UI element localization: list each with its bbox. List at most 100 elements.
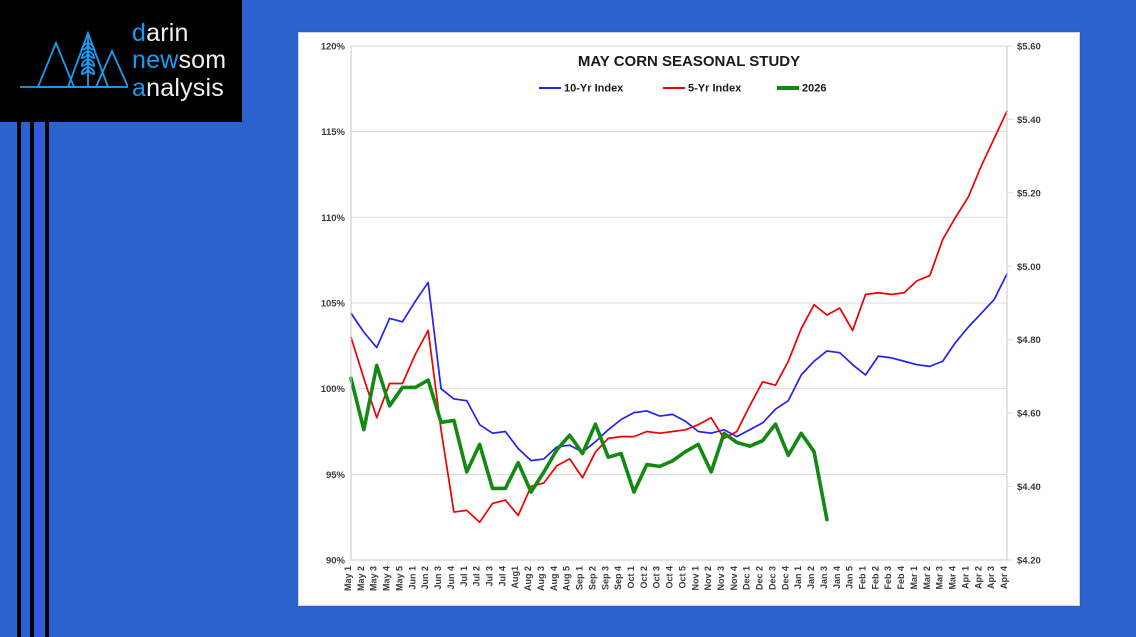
right-axis-tick-0: $4.20 bbox=[1017, 556, 1041, 567]
seasonal-study-chart: 90% 95% 100% 105% 110% 115% 120% $4.20 $4.40 $4.… bbox=[299, 33, 1079, 605]
left-axis-tick-105: 105% bbox=[321, 299, 346, 310]
x-tick-38: Jan 4 bbox=[832, 566, 842, 589]
x-tick-32: Dec 2 bbox=[755, 566, 765, 590]
series-line-2026 bbox=[349, 363, 829, 522]
x-tick-24: Oct 3 bbox=[652, 566, 662, 589]
right-axis-tick-1: $4.40 bbox=[1017, 482, 1041, 493]
right-axis-tick-7: $5.60 bbox=[1017, 42, 1041, 53]
x-tick-5: Jun 1 bbox=[407, 566, 417, 590]
right-axis-tick-5: $5.20 bbox=[1017, 188, 1041, 199]
brand-line-1-rest: arin bbox=[146, 18, 189, 47]
right-axis-tick-4: $5.00 bbox=[1017, 262, 1041, 273]
x-tick-50: Apr 3 bbox=[986, 566, 996, 589]
chart-svg: 90%95%100%105%110%115%120% $4.20$4.40$4.… bbox=[321, 42, 1041, 592]
x-tick-51: Apr 4 bbox=[999, 566, 1009, 589]
x-tick-26: Oct 5 bbox=[677, 566, 687, 589]
brand-logo: darin newsom analysis bbox=[0, 0, 242, 122]
series-lines bbox=[349, 110, 1008, 524]
chart-legend[interactable]: 10-Yr Index 5-Yr Index 2026 bbox=[539, 83, 826, 95]
x-tick-37: Jan 3 bbox=[819, 566, 829, 589]
x-tick-44: Mar 1 bbox=[909, 566, 919, 590]
x-tick-36: Jan 2 bbox=[806, 566, 816, 589]
x-tick-22: Oct 1 bbox=[626, 566, 636, 589]
x-tick-8: Jun 4 bbox=[446, 566, 456, 590]
stripe-1 bbox=[30, 0, 34, 637]
brand-wordmark: darin newsom analysis bbox=[132, 18, 226, 103]
x-tick-16: Aug 4 bbox=[549, 566, 559, 591]
series-line-5-yr-index bbox=[350, 110, 1008, 524]
x-tick-1: May 2 bbox=[356, 566, 366, 591]
x-tick-34: Dec 4 bbox=[780, 566, 790, 590]
x-axis-labels: May 1 May 2 May 3 May 4 May 5 Jun 1 Jun 2 Jun 3… bbox=[343, 566, 1009, 591]
x-tick-7: Jun 3 bbox=[433, 566, 443, 590]
x-tick-47: Mar 4 bbox=[948, 566, 958, 590]
x-tick-48: Apr 1 bbox=[960, 566, 970, 589]
x-tick-27: Nov 1 bbox=[690, 566, 700, 591]
legend-label-2026[interactable]: 2026 bbox=[802, 83, 826, 95]
x-tick-3: May 4 bbox=[382, 566, 392, 591]
x-tick-19: Sep 2 bbox=[587, 566, 597, 590]
x-tick-31: Dec 1 bbox=[742, 566, 752, 590]
chart-card: 90% 95% 100% 105% 110% 115% 120% $4.20 $4.40 $4.… bbox=[298, 32, 1080, 606]
x-tick-14: Aug 2 bbox=[523, 566, 533, 591]
stripe-0 bbox=[17, 0, 21, 637]
x-tick-4: May 5 bbox=[395, 566, 405, 591]
plot-frame bbox=[350, 46, 1008, 561]
mountains-wheat-logo-icon bbox=[20, 30, 128, 88]
right-axis-tick-6: $5.40 bbox=[1017, 115, 1041, 126]
left-axis-tick-95: 95% bbox=[326, 470, 346, 481]
grid-lines bbox=[351, 45, 1013, 561]
x-tick-20: Sep 3 bbox=[600, 566, 610, 590]
brand-line-2: newsom bbox=[132, 47, 226, 75]
x-tick-11: Jul 3 bbox=[485, 566, 495, 587]
x-tick-25: Oct 4 bbox=[665, 566, 675, 589]
x-tick-33: Dec 3 bbox=[768, 566, 778, 590]
x-tick-40: Feb 1 bbox=[858, 566, 868, 590]
x-tick-29: Nov 3 bbox=[716, 566, 726, 591]
x-tick-12: Jul 4 bbox=[497, 566, 507, 587]
x-tick-21: Sep 4 bbox=[613, 566, 623, 590]
x-tick-41: Feb 2 bbox=[870, 566, 880, 590]
x-tick-30: Nov 4 bbox=[729, 566, 739, 591]
x-tick-28: Nov 2 bbox=[703, 566, 713, 591]
left-axis-labels: 90% 95% 100% 105% 110% 115% 120% bbox=[321, 42, 346, 567]
brand-line-1: darin bbox=[132, 18, 226, 48]
right-axis-tick-2: $4.60 bbox=[1017, 409, 1041, 420]
x-tick-49: Apr 2 bbox=[973, 566, 983, 589]
x-tick-45: Mar 2 bbox=[922, 566, 932, 590]
x-tick-0: May 1 bbox=[343, 566, 353, 591]
brand-line-2-rest: som bbox=[178, 46, 227, 75]
x-tick-13: Aug1 bbox=[510, 566, 520, 589]
x-tick-18: Sep 1 bbox=[575, 566, 585, 590]
x-tick-23: Oct 2 bbox=[639, 566, 649, 589]
legend-label-5-yr-index[interactable]: 5-Yr Index bbox=[688, 83, 742, 95]
left-axis-tick-120: 120% bbox=[321, 42, 346, 53]
stripe-2 bbox=[36, 0, 41, 637]
x-tick-43: Feb 4 bbox=[896, 566, 906, 590]
brand-line-3-rest: nalysis bbox=[146, 73, 224, 102]
x-tick-42: Feb 3 bbox=[883, 566, 893, 590]
stripe-3 bbox=[45, 0, 49, 637]
decorative-stripes bbox=[0, 0, 80, 637]
x-tick-6: Jun 2 bbox=[420, 566, 430, 590]
right-axis-tick-3: $4.80 bbox=[1017, 335, 1041, 346]
brand-line-2-accent: new bbox=[132, 46, 179, 75]
chart-title: MAY CORN SEASONAL STUDY bbox=[578, 53, 800, 70]
brand-line-3-accent: a bbox=[132, 73, 147, 102]
brand-line-3: analysis bbox=[132, 73, 226, 103]
left-axis-tick-100: 100% bbox=[321, 384, 346, 395]
x-tick-2: May 3 bbox=[369, 566, 379, 591]
x-tick-15: Aug 3 bbox=[536, 566, 546, 591]
x-tick-10: Jul 2 bbox=[472, 566, 482, 587]
x-tick-17: Aug 5 bbox=[562, 566, 572, 591]
brand-line-1-accent: d bbox=[132, 18, 147, 47]
left-axis-tick-110: 110% bbox=[321, 213, 345, 224]
x-tick-9: Jul 1 bbox=[459, 566, 469, 587]
x-tick-35: Jan 1 bbox=[793, 566, 803, 589]
x-tick-39: Jan 5 bbox=[845, 566, 855, 589]
x-tick-46: Mar 3 bbox=[935, 566, 945, 590]
left-axis-tick-115: 115% bbox=[321, 127, 345, 138]
series-line-10-yr-index bbox=[350, 273, 1008, 462]
legend-label-10-yr-index[interactable]: 10-Yr Index bbox=[564, 83, 624, 95]
right-axis-labels: $4.20 $4.40 $4.60 $4.80 $5.00 $5.20 $5.40 $5.60 bbox=[1017, 42, 1041, 567]
